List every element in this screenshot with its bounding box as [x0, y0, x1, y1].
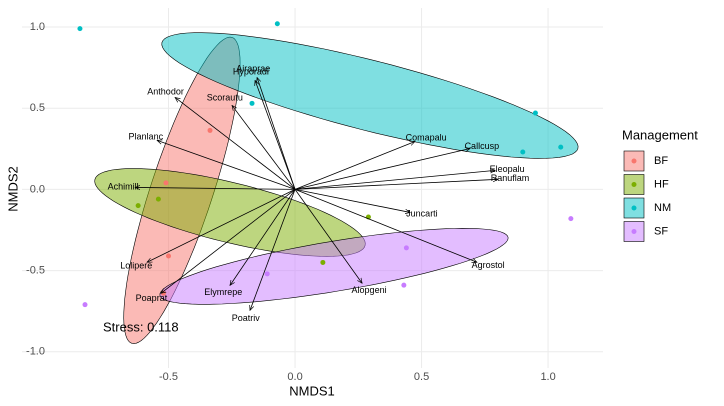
vector-label: Elymrepe	[204, 287, 242, 297]
ellipse	[159, 227, 509, 305]
x-tick-label: 0.5	[414, 371, 429, 383]
point	[163, 180, 169, 186]
point	[401, 282, 407, 288]
vector-label: Ranuflam	[491, 173, 530, 183]
legend-title: Management	[622, 127, 698, 142]
vector-label: Eleopalu	[490, 164, 525, 174]
vector-label: Anthodor	[147, 86, 184, 96]
vector-arrow	[294, 188, 410, 212]
vector-arrow	[294, 141, 415, 190]
y-tick-label: 1.0	[30, 21, 45, 33]
legend-dot	[631, 229, 637, 234]
point	[207, 127, 213, 133]
point	[77, 26, 83, 32]
vector-arrow	[294, 148, 470, 190]
point	[532, 110, 538, 116]
vector-label: Scorautu	[207, 93, 243, 103]
vector-label: Hyporadi	[233, 66, 269, 76]
vector-arrow	[294, 189, 477, 262]
vector-arrow	[255, 80, 296, 190]
legend-dot	[631, 205, 637, 211]
point	[520, 149, 526, 155]
point	[155, 196, 161, 202]
vector-arrow	[295, 170, 495, 190]
point	[166, 253, 172, 259]
x-axis-title: NMDS1	[289, 383, 335, 398]
x-tick-label: 0.0	[287, 371, 302, 383]
vector-label: Airaprae	[236, 63, 270, 73]
legend-dot	[631, 158, 637, 164]
vector-arrow	[230, 189, 296, 285]
legend-label: HF	[654, 178, 669, 190]
y-tick-label: -0.5	[26, 264, 45, 276]
legend-label: NM	[654, 202, 671, 214]
vector-arrow	[161, 189, 296, 293]
vector-label: Poaprat	[136, 293, 168, 303]
vector-arrow	[232, 105, 296, 190]
vector-label: Alopgeni	[352, 285, 387, 295]
y-tick-label: 0.5	[30, 102, 45, 114]
vector-label: Achimill	[108, 182, 139, 192]
vector-label: Callcusp	[465, 141, 500, 151]
vector-arrow	[147, 189, 296, 262]
vector-label: Juncarti	[406, 209, 438, 219]
vector-label: Comapalu	[406, 133, 447, 143]
vector-arrow	[295, 179, 498, 190]
vector-label: Agrostol	[472, 260, 505, 270]
vector-label: Lolipere	[120, 261, 152, 271]
point	[403, 245, 409, 251]
x-tick-label: -0.5	[159, 371, 178, 383]
point	[264, 271, 270, 277]
legend-label: BF	[654, 155, 668, 167]
x-tick-label: 1.0	[540, 371, 555, 383]
y-tick-label: 0.0	[30, 183, 45, 195]
point	[135, 203, 141, 209]
y-tick-label: -1.0	[26, 346, 45, 358]
point	[320, 259, 326, 265]
legend-label: SF	[654, 225, 668, 237]
vector-arrow	[250, 189, 296, 310]
point	[558, 144, 564, 150]
vector-arrow	[175, 97, 296, 190]
legend: BF HF NM SF	[623, 150, 671, 242]
point	[249, 100, 255, 106]
y-axis-title: NMDS2	[5, 166, 20, 212]
vector-label: Poatriv	[232, 313, 261, 323]
legend-dot	[631, 182, 637, 187]
vector-arrow	[257, 77, 296, 190]
vector-arrow	[135, 187, 296, 189]
ellipses	[94, 32, 579, 344]
vector-arrow	[294, 189, 362, 283]
vector-arrow	[157, 140, 296, 190]
point	[568, 216, 574, 222]
point	[82, 302, 88, 308]
vector-label: Planlanc	[129, 132, 164, 142]
point	[274, 21, 280, 27]
stress-annotation: Stress: 0.118	[103, 319, 179, 334]
